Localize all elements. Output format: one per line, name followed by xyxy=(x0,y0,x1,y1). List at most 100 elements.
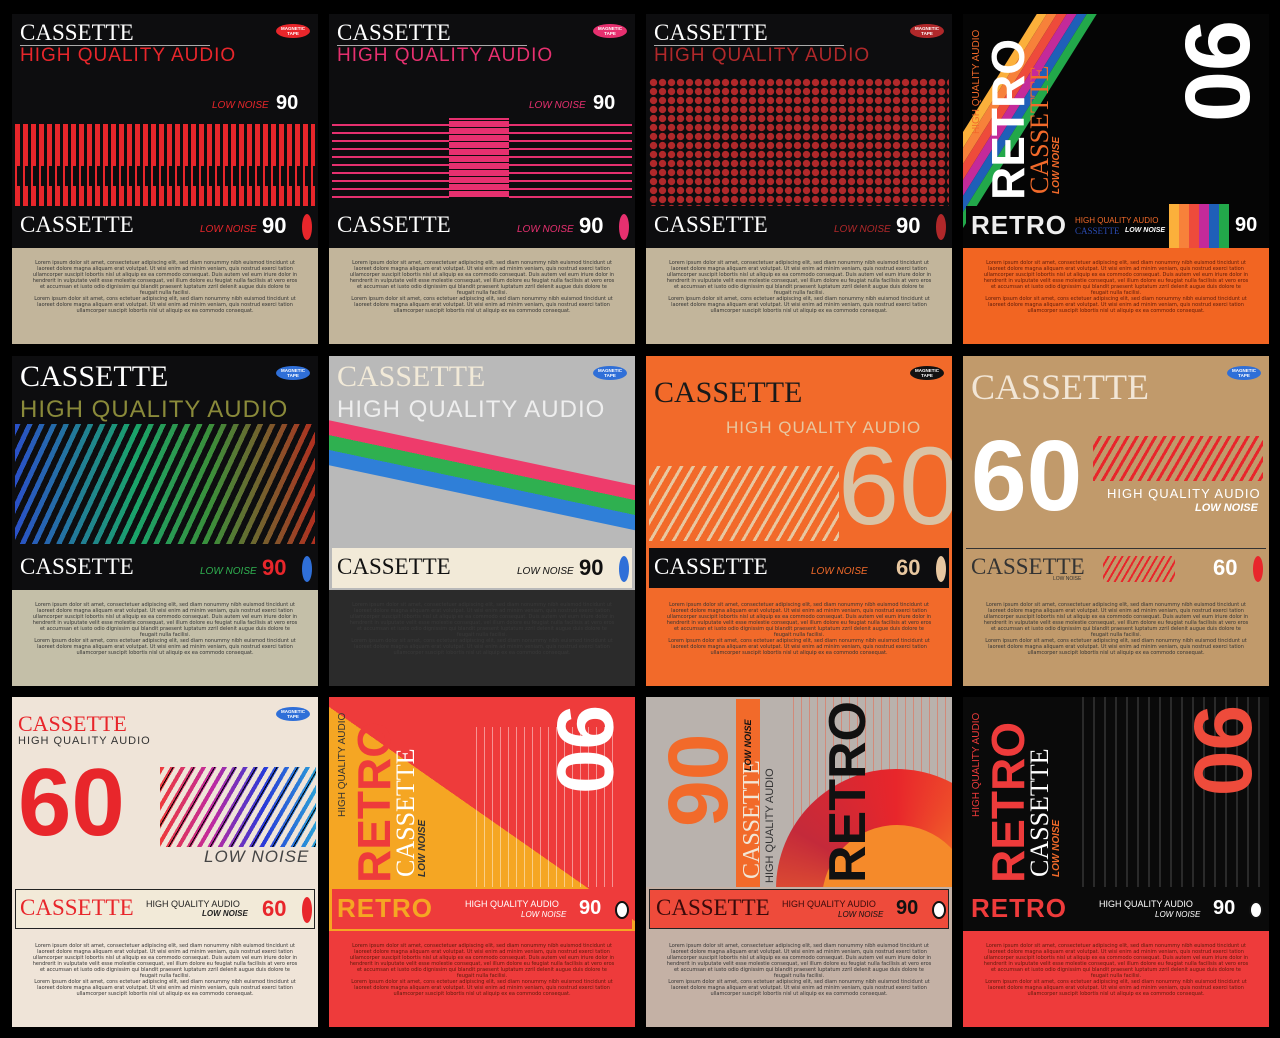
lorem-paragraph: Lorem ipsum dolor sit amet, cons ectetue… xyxy=(34,296,296,314)
cassette-vertical: CASSETTE xyxy=(739,760,765,879)
stripe-pattern xyxy=(1093,436,1263,481)
magnetic-tape-badge: MAGNETIC TAPE xyxy=(276,24,310,38)
strip-low-noise: LOW NOISE xyxy=(202,909,248,918)
strip-badge-icon xyxy=(1253,556,1263,582)
lorem-paragraph: Lorem ipsum dolor sit amet, cons ectetue… xyxy=(985,979,1247,997)
line-pattern xyxy=(1073,697,1269,887)
lorem-text: Lorem ipsum dolor sit amet, consectetuer… xyxy=(983,943,1249,997)
lorem-paragraph: Lorem ipsum dolor sit amet, consectetuer… xyxy=(666,260,932,296)
stripe-pattern xyxy=(649,466,839,541)
cassette-vertical: CASSETTE xyxy=(1025,748,1054,877)
strip-cassette: CASSETTE xyxy=(654,212,768,237)
lorem-paragraph: Lorem ipsum dolor sit amet, cons ectetue… xyxy=(351,979,613,997)
title-hqa: HIGH QUALITY AUDIO xyxy=(20,45,237,66)
vertical-hqa: HIGH QUALITY AUDIO xyxy=(971,712,982,817)
cassette-cover-red-bars: CASSETTE HIGH QUALITY AUDIO LOW NOISE 90 MAG… xyxy=(12,14,318,344)
low-noise-label: LOW NOISE xyxy=(1195,502,1258,514)
cassette-cover-spectrum-diagonals: CASSETTE HIGH QUALITY AUDIO MAGNETIC TAPE C… xyxy=(12,356,318,686)
cassette-cover-cream-60: 60 LOW NOISE CASSETTE HIGH QUALITY AUDIO MAG… xyxy=(12,697,318,1027)
strip-hqa: HIGH QUALITY AUDIO xyxy=(465,899,559,909)
lorem-text: Lorem ipsum dolor sit amet, consectetuer… xyxy=(666,260,932,314)
low-noise-vertical: LOW NOISE xyxy=(1051,136,1062,194)
strip-low-noise: LOW NOISE xyxy=(517,224,574,235)
bar-band xyxy=(12,166,318,186)
label-strip xyxy=(332,206,632,246)
big-minutes: 60 xyxy=(838,425,952,548)
strip-low-noise: LOW NOISE xyxy=(1155,910,1201,919)
magnetic-tape-badge: MAGNETIC TAPE xyxy=(910,24,944,38)
strip-minutes: 60 xyxy=(896,555,921,580)
spectrum-pattern xyxy=(15,424,315,544)
low-noise-vertical: LOW NOISE xyxy=(417,819,428,877)
big-minutes-rotated: 90 xyxy=(1166,20,1268,123)
strip-retro: RETRO xyxy=(971,893,1067,923)
cassette-cover-tricolor-band: CASSETTE HIGH QUALITY AUDIO MAGNETIC TAPE C… xyxy=(329,356,635,686)
rainbow-drop xyxy=(1199,204,1209,248)
strip-low-noise: LOW NOISE xyxy=(834,224,891,235)
label-strip xyxy=(966,206,1166,246)
strip-minutes: 90 xyxy=(579,897,602,919)
lorem-paragraph: Lorem ipsum dolor sit amet, cons ectetue… xyxy=(668,296,930,314)
strip-minutes: 60 xyxy=(262,896,287,921)
strip-low-noise: LOW NOISE xyxy=(200,566,257,577)
line-pattern xyxy=(469,727,619,887)
strip-hqa: HIGH QUALITY AUDIO xyxy=(1099,899,1193,909)
title-cassette: CASSETTE xyxy=(654,20,768,45)
strip-low-noise: LOW NOISE xyxy=(838,910,884,919)
strip-minutes: 90 xyxy=(1235,214,1258,236)
strip-low-noise: LOW NOISE xyxy=(811,566,868,577)
lorem-paragraph: Lorem ipsum dolor sit amet, cons ectetue… xyxy=(34,979,296,997)
strip-badge-icon xyxy=(302,556,312,582)
low-noise-label: LOW NOISE xyxy=(204,847,310,866)
label-strip xyxy=(649,889,949,929)
minutes-label: 90 xyxy=(276,92,299,114)
low-noise-vertical: LOW NOISE xyxy=(1051,819,1062,877)
strip-minutes: 90 xyxy=(896,897,919,919)
label-strip xyxy=(15,548,315,588)
strip-cassette: CASSETTE xyxy=(337,554,451,579)
big-minutes: 60 xyxy=(18,749,125,856)
stripe-pattern xyxy=(160,767,316,847)
lorem-paragraph: Lorem ipsum dolor sit amet, cons ectetue… xyxy=(351,638,613,656)
strip-minutes: 90 xyxy=(579,213,604,238)
strip-low-noise: LOW NOISE xyxy=(200,224,257,235)
cassette-cover-pink-lines: CASSETTE HIGH QUALITY AUDIO LOW NOISE 90 MAG… xyxy=(329,14,635,344)
lorem-paragraph: Lorem ipsum dolor sit amet, cons ectetue… xyxy=(351,296,613,314)
vertical-hqa: HIGH QUALITY AUDIO xyxy=(971,29,982,134)
strip-cassette: CASSETTE xyxy=(337,212,451,237)
hqa-label: HIGH QUALITY AUDIO xyxy=(1107,486,1261,501)
title-hqa: HIGH QUALITY AUDIO xyxy=(20,396,289,423)
lorem-paragraph: Lorem ipsum dolor sit amet, consectetuer… xyxy=(666,943,932,979)
rainbow-drop xyxy=(1179,204,1189,248)
lorem-paragraph: Lorem ipsum dolor sit amet, consectetuer… xyxy=(32,943,298,979)
title-cassette: CASSETTE xyxy=(654,376,803,409)
magnetic-tape-badge: MAGNETIC TAPE xyxy=(910,366,944,380)
lorem-text: Lorem ipsum dolor sit amet, consectetuer… xyxy=(32,260,298,314)
label-strip xyxy=(332,548,632,588)
strip-hqa: HIGH QUALITY AUDIO xyxy=(146,899,240,909)
vertical-hqa: HIGH QUALITY AUDIO xyxy=(764,768,776,883)
retro-vertical: RETRO xyxy=(819,701,877,883)
lorem-paragraph: Lorem ipsum dolor sit amet, consectetuer… xyxy=(983,943,1249,979)
title-hqa: HIGH QUALITY AUDIO xyxy=(654,45,871,66)
magnetic-tape-badge: MAGNETIC TAPE xyxy=(593,366,627,380)
rainbow-drop xyxy=(1189,204,1199,248)
strip-low-noise: LOW NOISE xyxy=(521,910,567,919)
lorem-text: Lorem ipsum dolor sit amet, consectetuer… xyxy=(666,943,932,997)
rainbow-drop xyxy=(1219,204,1229,248)
low-noise-label: LOW NOISE xyxy=(529,100,586,111)
label-strip xyxy=(332,889,632,929)
cassette-cover-retro-dark: 90 HIGH QUALITY AUDIO RETRO CASSETTE LOW NOI… xyxy=(963,697,1269,1027)
rainbow-drop xyxy=(1209,204,1219,248)
low-noise-label: LOW NOISE xyxy=(212,100,269,111)
strip-badge-icon xyxy=(936,556,946,582)
lorem-paragraph: Lorem ipsum dolor sit amet, consectetuer… xyxy=(32,602,298,638)
lorem-text: Lorem ipsum dolor sit amet, consectetuer… xyxy=(983,260,1249,314)
label-strip xyxy=(15,889,315,929)
lorem-paragraph: Lorem ipsum dolor sit amet, consectetuer… xyxy=(349,602,615,638)
title-cassette: CASSETTE xyxy=(971,367,1150,407)
label-strip xyxy=(15,206,315,246)
title-cassette: CASSETTE xyxy=(337,360,486,393)
label-strip xyxy=(966,548,1266,589)
title-cassette: CASSETTE xyxy=(337,20,451,45)
